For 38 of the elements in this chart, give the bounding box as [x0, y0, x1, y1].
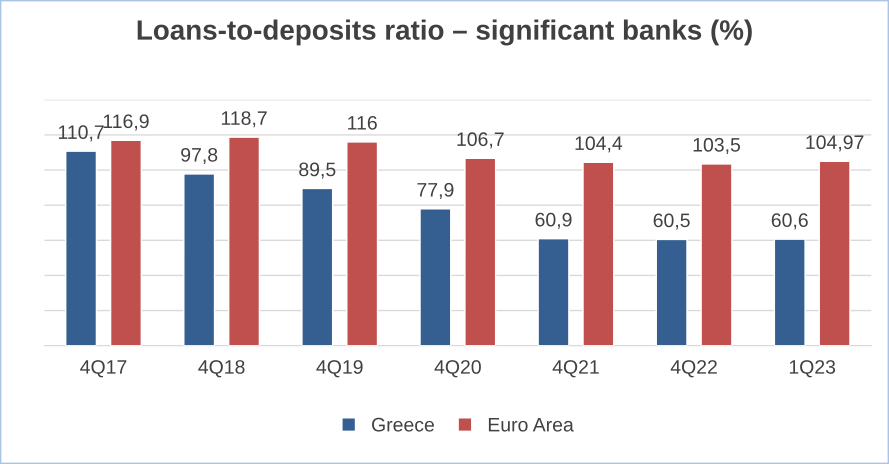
data-label: 97,8 [181, 148, 218, 164]
bar [228, 136, 260, 346]
bar [537, 238, 570, 346]
x-tick-label: 4Q21 [552, 360, 599, 378]
bar [656, 238, 688, 346]
bar [183, 173, 216, 346]
bar [700, 163, 733, 346]
data-label: 77,9 [417, 182, 454, 199]
bar [346, 141, 378, 346]
x-tick-label: 4Q18 [198, 360, 245, 378]
chart-title: Loans-to-deposits ratio – significant banks (%) [138, 19, 752, 46]
data-label: 60,6 [772, 213, 808, 230]
bar [774, 238, 806, 346]
data-label: 60,9 [536, 212, 572, 229]
legend-label: Greece [372, 418, 434, 432]
data-label: 110,7 [58, 125, 104, 142]
data-label: 60,5 [654, 213, 690, 230]
bar [110, 140, 142, 346]
data-label: 104,4 [576, 136, 622, 152]
bar [818, 160, 851, 346]
data-label: 103,5 [694, 138, 740, 154]
data-label: 116 [348, 116, 377, 130]
data-label: 106,7 [457, 132, 504, 148]
x-tick-label: 4Q19 [316, 360, 363, 378]
x-tick-label: 4Q17 [80, 360, 126, 378]
bar [582, 162, 614, 346]
data-label: 116,9 [104, 114, 149, 130]
legend-label: Euro Area [488, 418, 574, 432]
data-label: 89,5 [299, 162, 336, 179]
data-label: 118,7 [222, 111, 267, 128]
data-label: 104,97 [806, 135, 864, 152]
x-tick-label: 1Q23 [790, 360, 836, 378]
x-tick-label: 4Q20 [434, 360, 481, 378]
x-tick-label: 4Q22 [670, 360, 717, 378]
bar [65, 150, 98, 346]
bar [464, 158, 496, 346]
bar [301, 188, 334, 346]
bar [419, 208, 452, 346]
